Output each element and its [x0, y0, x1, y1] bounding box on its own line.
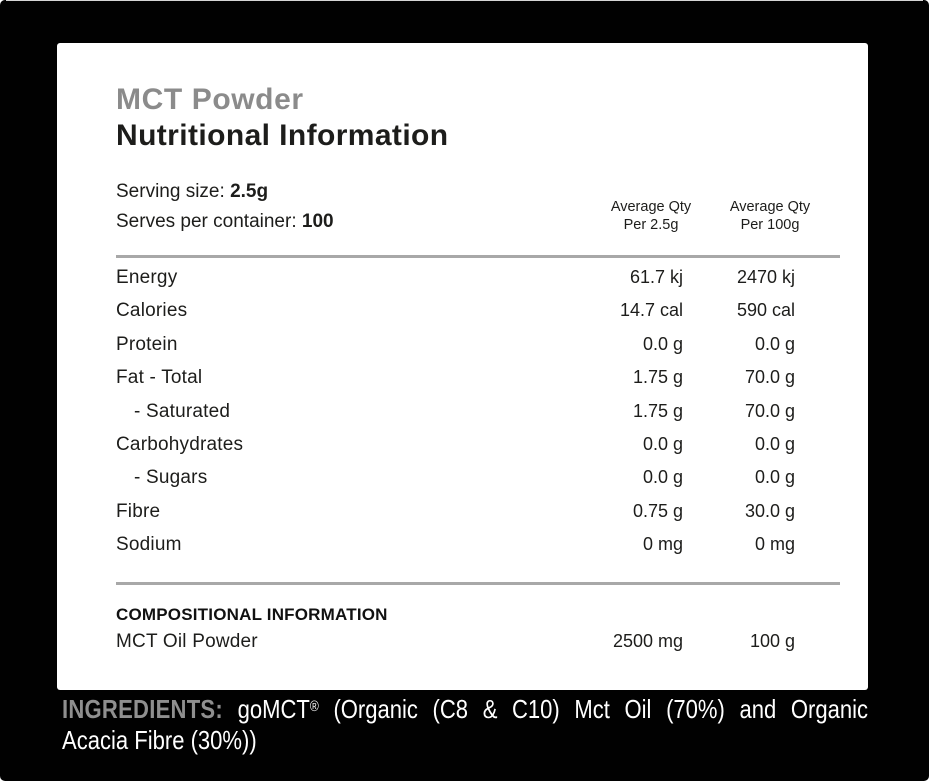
serves-per-container-value: 100 — [301, 211, 334, 232]
nutrition-row: - Saturated 1.75 g 70.0 g — [116, 401, 795, 434]
section-divider — [116, 581, 840, 585]
ingredients-section: INGREDIENTS: goMCT® (Organic (C8 & C10) … — [62, 692, 868, 756]
ingredients-rest: (Organic (C8 & C10) Mct Oil (70%) and Or… — [333, 694, 869, 725]
compositional-table: MCT Oil Powder 2500 mg 100 g — [116, 631, 840, 667]
row-label: Calories — [116, 300, 188, 322]
row-label: Fibre — [116, 500, 161, 522]
value-per-serving: 61.7 kj — [629, 267, 683, 287]
nutrition-row: - Sugars 0.0 g 0.0 g — [116, 467, 795, 500]
ingredients-text: INGREDIENTS: goMCT® (Organic (C8 & C10) … — [62, 692, 868, 756]
product-title: MCT Powder — [116, 83, 304, 116]
value-per-100g: 0 mg — [754, 534, 795, 555]
ingredients-line-2: Acacia Fibre (30%)) — [62, 725, 257, 756]
panel-title: Nutritional Information — [116, 119, 449, 152]
nutrition-row: Protein 0.0 g 0.0 g — [116, 334, 795, 367]
serves-per-container-line: Serves per container: 100 — [116, 207, 595, 237]
column-header-per-100g-line1: Average Qty — [729, 199, 811, 215]
value-per-100g: 100 g — [749, 630, 795, 651]
ingredients-label: INGREDIENTS: — [62, 694, 223, 725]
nutrition-row: Calories 14.7 cal 590 cal — [116, 300, 795, 333]
value-per-serving: 1.75 g — [632, 367, 683, 388]
column-header-per-serving-line1: Average Qty — [610, 199, 692, 215]
value-per-100g: 70.0 g — [744, 367, 795, 388]
serving-size-value: 2.5g — [230, 181, 269, 202]
value-per-serving: 1.75 g — [632, 400, 683, 421]
nutrition-row: MCT Oil Powder 2500 mg 100 g — [116, 631, 795, 667]
nutrition-panel: MCT Powder Nutritional Information Servi… — [57, 43, 868, 690]
row-label: Protein — [116, 333, 178, 355]
value-per-100g: 0.0 g — [754, 467, 795, 488]
row-label: Carbohydrates — [116, 433, 244, 455]
serves-per-container-label: Serves per container: — [116, 211, 297, 232]
section-divider — [116, 255, 840, 258]
row-label: - Sugars — [134, 467, 208, 489]
value-per-100g: 70.0 g — [744, 400, 795, 421]
serving-lines: Serving size: 2.5g Serves per container:… — [116, 177, 595, 237]
value-per-100g: 0.0 g — [754, 433, 795, 454]
nutrition-row: Carbohydrates 0.0 g 0.0 g — [116, 434, 795, 467]
row-label: MCT Oil Powder — [116, 630, 258, 652]
value-per-serving: 0.0 g — [642, 467, 683, 488]
nutrition-row: Fat - Total 1.75 g 70.0 g — [116, 367, 795, 400]
value-per-100g: 30.0 g — [744, 500, 795, 521]
serving-info: Serving size: 2.5g Serves per container:… — [116, 177, 840, 237]
value-per-serving: 2500 mg — [612, 630, 683, 651]
value-per-serving: 0.0 g — [642, 433, 683, 454]
row-label: - Saturated — [134, 400, 231, 422]
top-edge-line — [6, 0, 923, 1]
value-per-100g: 590 cal — [736, 300, 795, 321]
serving-size-label: Serving size: — [116, 181, 225, 202]
nutrition-row: Fibre 0.75 g 30.0 g — [116, 501, 795, 534]
compositional-heading: COMPOSITIONAL INFORMATION — [116, 604, 388, 624]
serving-size-line: Serving size: 2.5g — [116, 177, 595, 207]
ingredients-line-1: INGREDIENTS: goMCT® (Organic (C8 & C10) … — [62, 692, 868, 725]
row-label: Energy — [116, 267, 178, 288]
row-label: Fat - Total — [116, 367, 203, 389]
value-per-100g: 2470 kj — [736, 267, 795, 287]
nutrition-table: Energy 61.7 kj 2470 kj Calories 14.7 cal 590 … — [116, 267, 840, 568]
value-per-serving: 14.7 cal — [619, 300, 683, 321]
nutrition-row: Sodium 0 mg 0 mg — [116, 534, 795, 567]
value-per-serving: 0.75 g — [632, 500, 683, 521]
registered-trademark-symbol: ® — [309, 699, 319, 715]
column-header-per-100g-line2: Per 100g — [740, 217, 800, 233]
column-headers: Average Qty Per 2.5g Average Qty Per 100… — [595, 198, 840, 237]
row-label: Sodium — [116, 534, 182, 556]
value-per-serving: 0.0 g — [642, 333, 683, 354]
value-per-100g: 0.0 g — [754, 333, 795, 354]
column-header-per-serving-line2: Per 2.5g — [623, 217, 679, 233]
value-per-serving: 0 mg — [642, 534, 683, 555]
nutrition-row: Energy 61.7 kj 2470 kj — [116, 267, 795, 300]
ingredients-brand: goMCT — [237, 694, 310, 725]
column-header-per-100g: Average Qty Per 100g — [710, 198, 830, 234]
column-header-per-serving: Average Qty Per 2.5g — [595, 198, 707, 234]
